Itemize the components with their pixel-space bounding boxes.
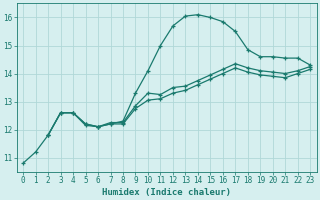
X-axis label: Humidex (Indice chaleur): Humidex (Indice chaleur): [102, 188, 231, 197]
